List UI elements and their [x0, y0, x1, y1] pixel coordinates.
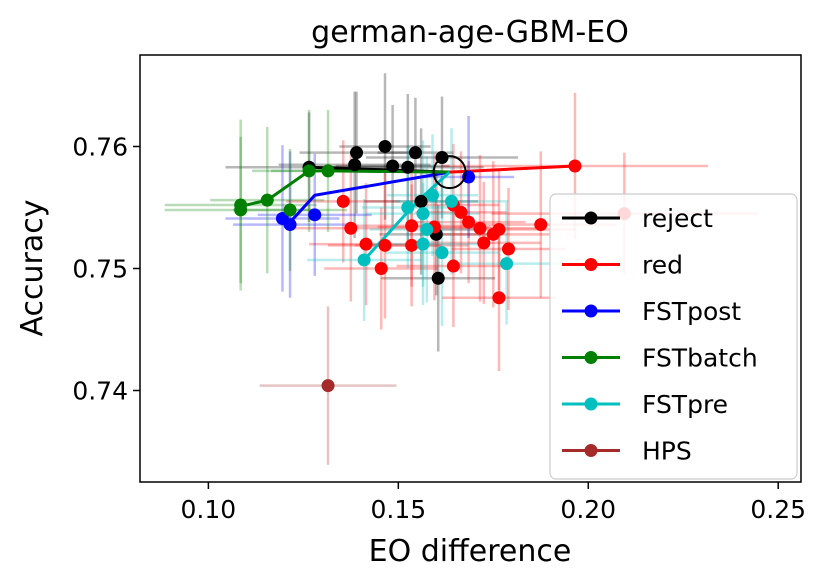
chart-title: german-age-GBM-EO — [311, 15, 629, 50]
point-FSTbatch-3 — [283, 203, 297, 217]
point-red-12 — [446, 259, 460, 273]
point-reject-3 — [378, 140, 392, 153]
legend-label-FSTpre: FSTpre — [642, 390, 728, 419]
point-FSTpre-2 — [416, 207, 430, 221]
point-red-3 — [501, 242, 515, 256]
legend-label-red: red — [642, 251, 683, 280]
point-FSTbatch-4 — [302, 164, 316, 178]
point-red-0 — [568, 159, 582, 173]
point-FSTpre-8 — [500, 257, 514, 271]
y-axis: 0.74 0.75 0.76 — [72, 133, 140, 406]
point-FSTpre-6 — [435, 246, 449, 260]
point-red-19 — [344, 221, 358, 235]
x-tick-label-0: 0.10 — [181, 495, 237, 524]
point-red-5 — [486, 227, 500, 241]
point-FSTpost-0 — [308, 208, 322, 222]
legend-label-FSTpost: FSTpost — [642, 297, 741, 326]
legend-marker-reject — [584, 211, 598, 225]
point-red-8 — [462, 215, 476, 229]
point-FSTpre-3 — [420, 222, 434, 236]
point-red-14 — [405, 219, 419, 233]
legend-label-FSTbatch: FSTbatch — [642, 344, 758, 373]
point-layer — [234, 140, 631, 393]
legend: reject red FSTpost FSTbatch FSTpre HPS — [549, 193, 798, 480]
point-red-2 — [534, 218, 548, 232]
point-FSTpre-5 — [416, 237, 430, 251]
y-axis-label: Accuracy — [15, 200, 50, 337]
x-tick-label-1: 0.15 — [370, 495, 426, 524]
point-reject-4 — [386, 159, 400, 173]
point-reject-2 — [350, 146, 364, 160]
x-tick-label-2: 0.20 — [560, 495, 616, 524]
point-FSTpre-0 — [357, 253, 371, 267]
point-FSTbatch-2 — [260, 193, 274, 207]
legend-label-HPS: HPS — [642, 437, 692, 466]
point-red-16 — [378, 238, 392, 252]
point-FSTpre-4 — [426, 188, 440, 202]
baseline-highlight-circle — [432, 155, 467, 190]
point-FSTpost-2 — [275, 211, 289, 225]
point-FSTbatch-1 — [234, 203, 248, 217]
point-red-7 — [473, 221, 487, 235]
point-reject-1 — [348, 158, 362, 172]
point-red-20 — [336, 194, 350, 208]
point-reject-10 — [431, 271, 445, 285]
point-FSTpre-1 — [401, 201, 415, 214]
x-tick-label-3: 0.25 — [750, 495, 806, 524]
point-red-6 — [477, 236, 491, 250]
point-reject-5 — [401, 160, 415, 174]
legend-marker-FSTpost — [584, 304, 598, 318]
point-reject-6 — [408, 146, 422, 160]
legend-marker-HPS — [584, 444, 598, 457]
legend-marker-FSTpre — [584, 397, 598, 411]
point-HPS-0 — [321, 379, 335, 393]
legend-marker-FSTbatch — [584, 351, 598, 364]
point-FSTpre-7 — [445, 194, 459, 208]
y-tick-label-0: 0.74 — [72, 377, 128, 406]
x-axis: 0.10 0.15 0.20 0.25 — [181, 482, 806, 524]
legend-label-reject: reject — [642, 204, 713, 233]
point-red-17 — [374, 262, 388, 275]
point-FSTbatch-5 — [321, 164, 335, 178]
point-red-11 — [492, 291, 506, 305]
x-axis-label: EO difference — [369, 534, 572, 569]
legend-marker-red — [584, 258, 598, 271]
point-red-18 — [359, 237, 373, 251]
y-tick-label-1: 0.75 — [72, 255, 128, 284]
y-tick-label-2: 0.76 — [72, 133, 128, 162]
point-reject-8 — [414, 194, 428, 208]
point-red-15 — [405, 238, 419, 252]
